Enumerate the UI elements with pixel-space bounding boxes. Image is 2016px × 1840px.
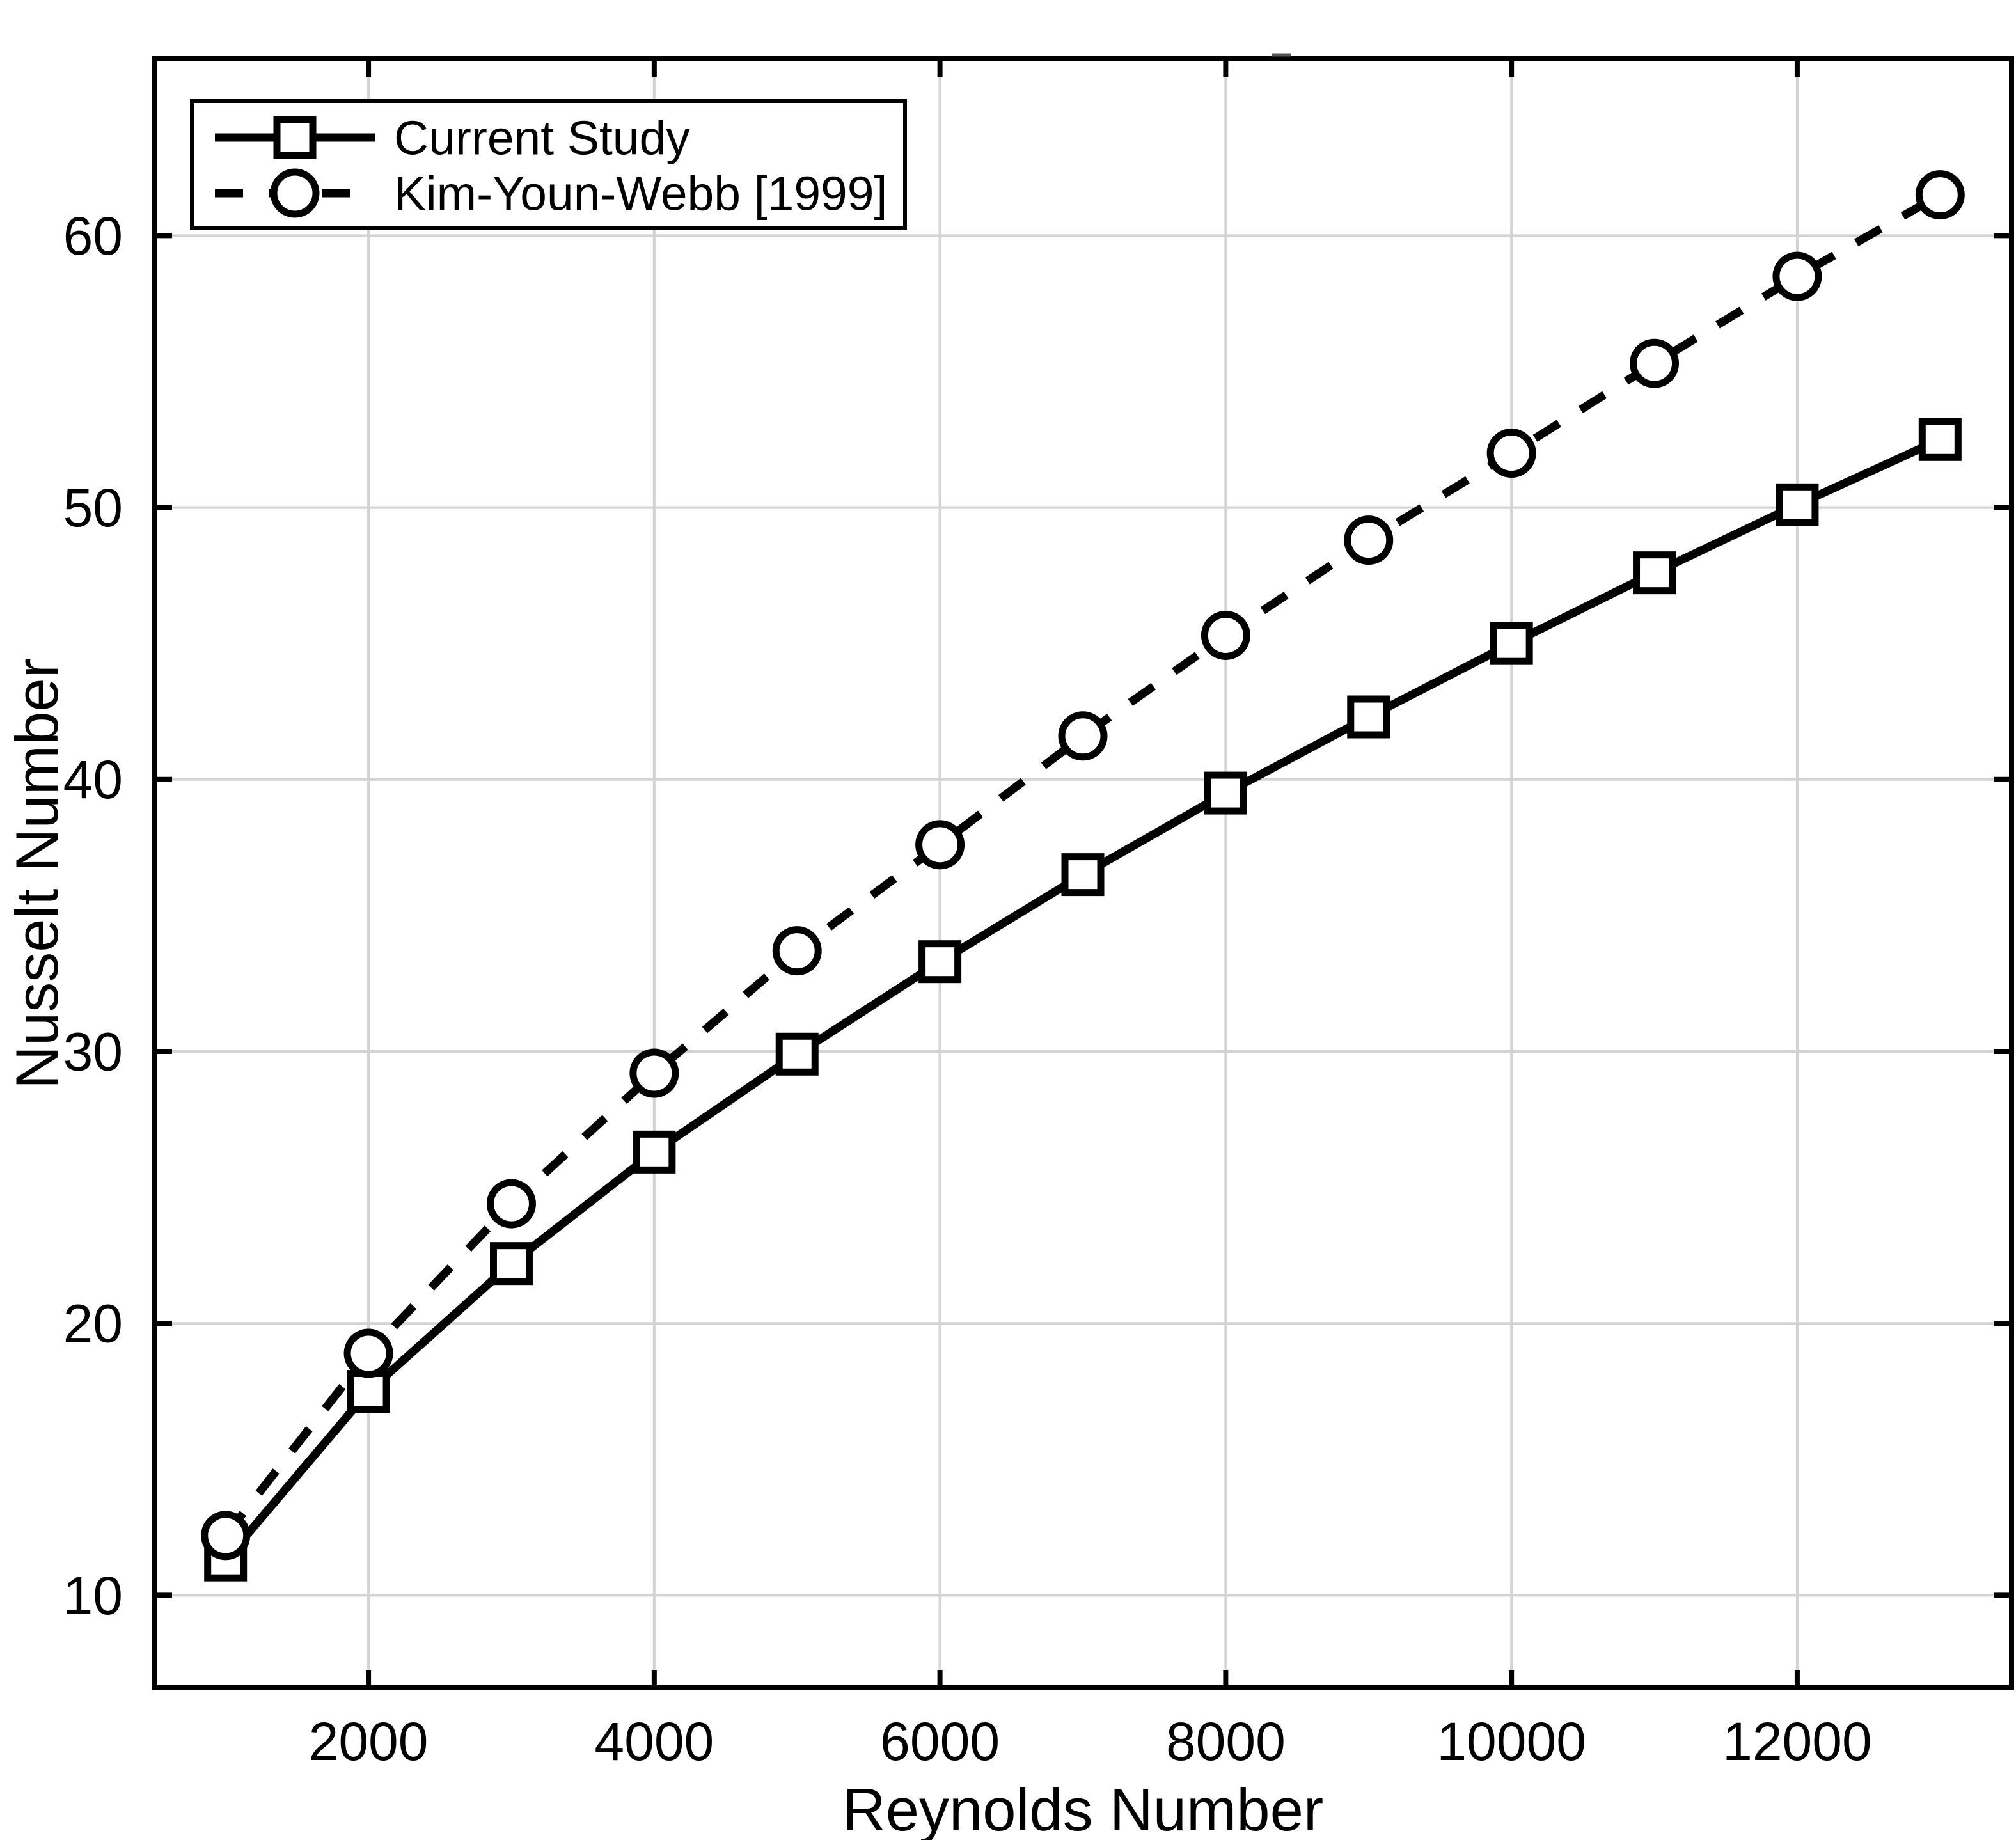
gridlines <box>154 59 2012 1688</box>
x-tick-label-6000: 6000 <box>880 1711 1000 1772</box>
y-tick-label-20: 20 <box>63 1294 123 1354</box>
data-point-circle-re-10000 <box>1486 429 1536 478</box>
data-point-square-re-8000 <box>1204 771 1247 815</box>
x-tick-label-4000: 4000 <box>594 1711 714 1772</box>
data-point-circle-re-1000 <box>201 1511 251 1561</box>
series-line-current-study <box>222 436 1942 1563</box>
data-point-circle-re-9000 <box>1344 515 1394 565</box>
plot-frame <box>152 56 2014 1690</box>
y-axis-label: Nusselt Number <box>3 658 70 1089</box>
series-markers <box>201 170 1965 1582</box>
x-tick-label-10000: 10000 <box>1437 1711 1586 1772</box>
data-point-circle-re-6000 <box>915 820 965 870</box>
data-point-circle-re-4000 <box>629 1048 679 1098</box>
x-axis-tick-labels: 2000 4000 6000 8000 10000 12000 <box>309 1711 1872 1772</box>
legend-label-kim-youn-webb: Kim-Youn-Webb [1999] <box>394 166 887 220</box>
data-point-square-re-9000 <box>1347 695 1390 739</box>
data-point-circle-re-11000 <box>1630 338 1680 388</box>
y-tick-label-30: 30 <box>63 1021 123 1081</box>
plot-border <box>152 56 2014 1690</box>
data-point-circle-re-2000 <box>343 1328 393 1378</box>
x-tick-label-8000: 8000 <box>1166 1711 1286 1772</box>
data-point-square-re-4000 <box>633 1130 676 1174</box>
data-point-circle-re-13000 <box>1915 170 1965 220</box>
data-point-square-re-5000 <box>775 1032 819 1076</box>
y-tick-label-40: 40 <box>63 750 123 810</box>
data-point-circle-re-5000 <box>772 926 822 976</box>
x-axis-label: Reynolds Number <box>842 1776 1323 1840</box>
data-point-square-re-13000 <box>1918 418 1962 461</box>
data-point-square-re-3000 <box>489 1242 533 1286</box>
x-tick-label-12000: 12000 <box>1722 1711 1872 1772</box>
data-point-square-re-6000 <box>918 940 962 984</box>
data-point-circle-re-8000 <box>1201 610 1250 660</box>
y-axis-tick-labels: 10 20 30 40 50 60 <box>63 206 123 1626</box>
data-point-square-re-2000 <box>347 1370 390 1413</box>
axis-ticks <box>154 59 2012 1688</box>
data-point-square-re-7000 <box>1061 853 1105 897</box>
data-point-square-re-12000 <box>1776 483 1819 526</box>
y-tick-label-60: 60 <box>63 206 123 266</box>
x-tick-label-2000: 2000 <box>309 1711 429 1772</box>
legend-circle-marker-icon <box>270 168 320 218</box>
data-point-square-re-11000 <box>1633 551 1676 595</box>
data-point-circle-re-7000 <box>1058 711 1108 761</box>
y-tick-label-50: 50 <box>63 478 123 538</box>
legend-square-marker-icon <box>273 116 317 159</box>
legend-label-current-study: Current Study <box>394 111 690 164</box>
data-point-circle-re-12000 <box>1772 251 1822 301</box>
data-point-circle-re-3000 <box>486 1179 536 1229</box>
data-point-square-re-10000 <box>1490 622 1533 665</box>
legend: Current Study Kim-Youn-Webb [1999] <box>190 99 907 230</box>
y-tick-label-10: 10 <box>63 1566 123 1626</box>
